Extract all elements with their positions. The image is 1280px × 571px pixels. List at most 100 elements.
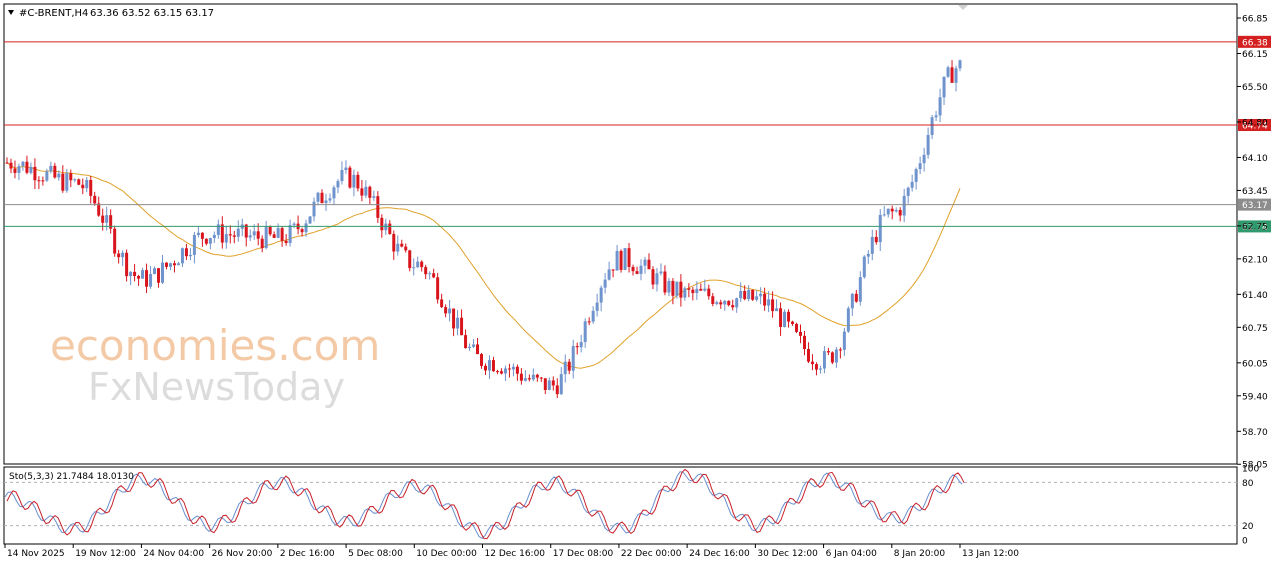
dropdown-triangle-icon[interactable] [8,10,14,15]
time-tick-label: 30 Dec 12:00 [757,549,818,559]
candle-body [268,226,272,235]
candle-body [29,166,33,173]
candle-body [89,179,93,196]
candle-body [519,373,523,381]
candle-body [428,273,432,275]
level-label: 64.74 [1242,121,1268,131]
stochastic-scale-label: 100 [1242,465,1259,475]
candle-body [898,209,902,216]
candle-body [934,115,938,118]
candle-body [456,317,460,329]
candle-body [288,225,292,243]
candle-body [396,243,400,252]
candle-body [659,271,663,274]
candle-body [834,349,838,363]
candle-body [376,196,380,218]
main-panel [3,3,1238,465]
time-tick-label: 6 Jan 04:00 [826,549,878,559]
candle-body [121,252,125,258]
candle-body [280,228,284,241]
price-tick-label: 64.80 [1242,118,1268,128]
candle-body [37,180,41,182]
candle-body [703,288,707,291]
candle-body [759,293,763,297]
candle-body [264,226,268,249]
time-tick-label: 13 Jan 12:00 [962,549,1019,559]
candle-body [719,302,723,305]
shift-marker-icon[interactable] [958,5,968,10]
candle-body [886,208,890,215]
level-tag-current [1238,198,1271,211]
candle-body [547,380,551,390]
candle-body [723,300,727,305]
candle-body [472,344,476,347]
candle-body [894,209,898,212]
candle-body [448,308,452,314]
time-tick-label: 5 Dec 08:00 [348,549,403,559]
candle-body [404,246,408,251]
candle-body [958,60,962,69]
candle-body [204,238,208,244]
candle-body [503,368,507,374]
candle-body [45,171,49,181]
candle-body [13,168,17,173]
price-tick-label: 60.05 [1242,359,1268,369]
price-tick-label: 65.50 [1242,83,1268,93]
candle-body [236,228,240,237]
candle-body [412,267,416,269]
candle-body [368,186,372,198]
candle-body [647,259,651,270]
candle-body [248,235,252,238]
candle-body [631,266,635,272]
candle-body [918,163,922,170]
price-tick-label: 66.15 [1242,50,1268,60]
candle-body [224,234,228,243]
candle-body [699,288,703,291]
level-label: 62.74 [1242,223,1268,233]
candle-body [232,235,236,237]
candle-body [73,179,77,181]
candle-body [731,305,735,308]
candle-body [627,248,631,267]
candle-body [802,335,806,349]
candle-body [950,67,954,83]
candle-body [826,351,830,353]
symbol-label: #C-BRENT,H4 [19,8,88,19]
candle-body [946,67,950,77]
candle-body [256,231,260,239]
candle-body [113,228,117,254]
candle-body [300,229,304,233]
candle-body [587,321,591,323]
candle-body [599,287,603,303]
candle-body [476,344,480,355]
candle-body [153,268,157,274]
candle-body [260,238,264,249]
candle-body [743,291,747,300]
candle-body [192,235,196,255]
candle-body [380,217,384,231]
candle-body [499,371,503,374]
price-tick-label: 58.05 [1242,461,1268,471]
candle-body [914,169,918,182]
time-tick-label: 14 Nov 2025 [7,549,65,559]
level-tag-resistance [1238,118,1271,131]
candle-body [810,361,814,365]
candle-body [372,196,376,198]
time-tick-label: 10 Dec 00:00 [416,549,477,559]
candle-body [188,254,192,257]
candle-body [591,310,595,322]
candle-body [874,236,878,243]
candle-body [252,231,256,236]
candle-body [216,224,220,235]
candle-body [491,360,495,372]
candle-body [483,365,487,371]
candle-body [862,256,866,278]
candle-body [675,281,679,296]
candle-body [196,232,200,236]
time-tick-label: 17 Dec 08:00 [553,549,614,559]
candle-body [276,228,280,238]
candle-body [69,173,73,181]
candle-body [348,167,352,188]
time-tick-label: 19 Nov 12:00 [75,549,136,559]
